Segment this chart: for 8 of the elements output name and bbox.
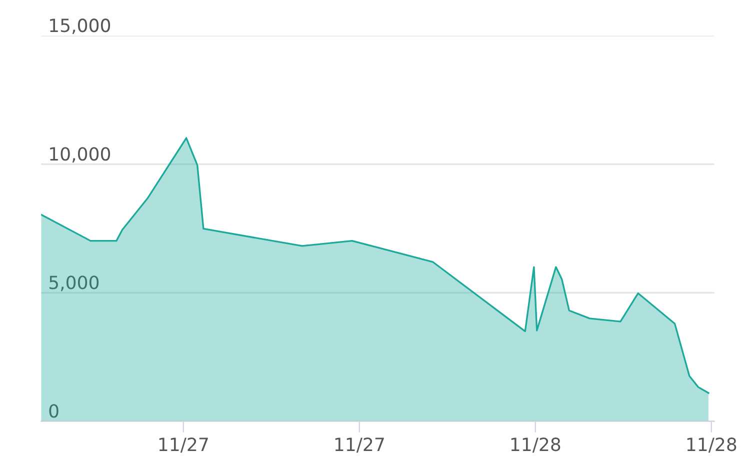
y-tick-label: 15,000	[50, 18, 110, 34]
x-tick-label: 11/27	[335, 438, 384, 453]
y-tick-label: 5,000	[49, 276, 99, 292]
x-tick-label: 11/28	[511, 438, 560, 453]
x-tick-label: 11/27	[159, 438, 208, 453]
x-tick-label: 11/28	[687, 438, 736, 453]
y-tick-label: 10,000	[50, 147, 110, 163]
y-tick-label: 0	[49, 404, 58, 418]
